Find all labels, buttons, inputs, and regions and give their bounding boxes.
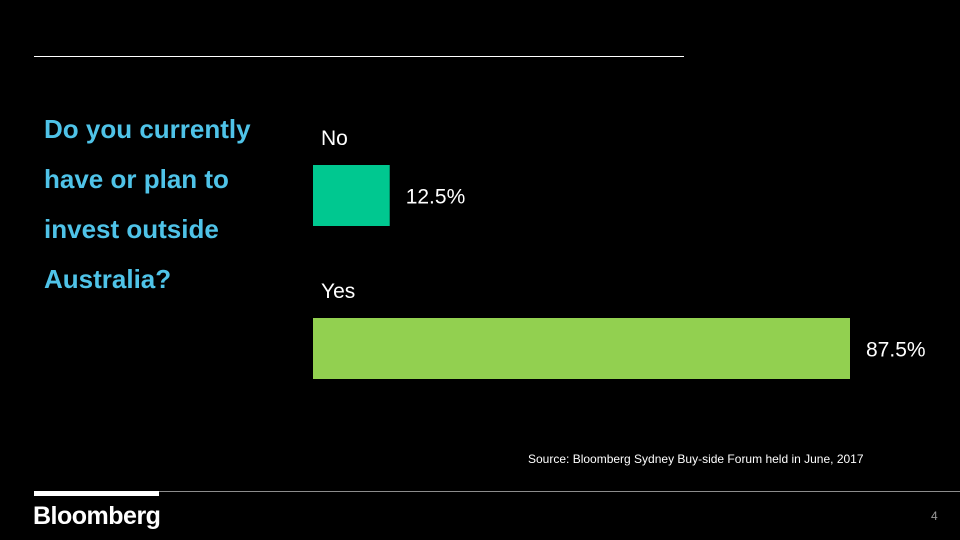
bar-no [313,165,390,226]
value-label-no: 12.5% [406,186,466,209]
page-number: 4 [931,509,938,523]
top-divider [34,56,684,57]
brand-accent-bar [34,491,159,496]
footer-divider [159,491,960,492]
category-label-no: No [321,127,348,150]
slide-question: Do you currently have or plan to invest … [44,114,251,294]
bar-yes [313,318,850,379]
source-note: Source: Bloomberg Sydney Buy-side Forum … [528,452,864,466]
category-label-yes: Yes [321,280,355,303]
bloomberg-logo: Bloomberg [33,502,161,530]
value-label-yes: 87.5% [866,339,926,362]
